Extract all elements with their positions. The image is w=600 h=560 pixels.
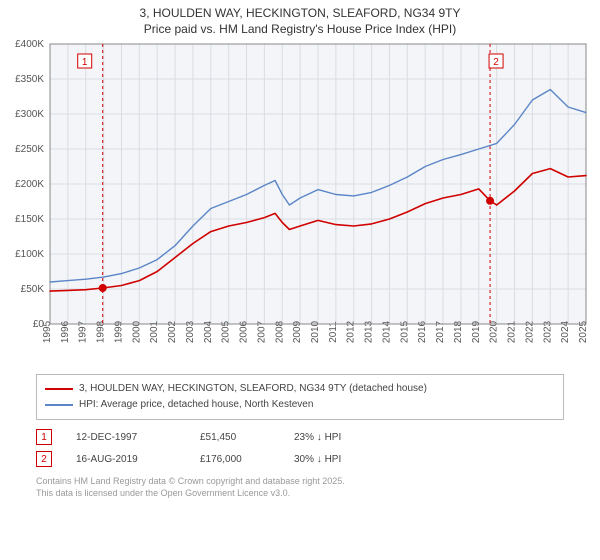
marker-pct: 23% ↓ HPI bbox=[294, 432, 341, 443]
svg-text:£250K: £250K bbox=[15, 144, 44, 155]
marker-row: 2 16-AUG-2019 £176,000 30% ↓ HPI bbox=[36, 448, 564, 470]
markers-table: 1 12-DEC-1997 £51,450 23% ↓ HPI 2 16-AUG… bbox=[36, 426, 564, 470]
legend: 3, HOULDEN WAY, HECKINGTON, SLEAFORD, NG… bbox=[36, 374, 564, 420]
chart-page: 3, HOULDEN WAY, HECKINGTON, SLEAFORD, NG… bbox=[0, 0, 600, 560]
footer-line: This data is licensed under the Open Gov… bbox=[36, 488, 564, 500]
footer-line: Contains HM Land Registry data © Crown c… bbox=[36, 476, 564, 488]
svg-text:£200K: £200K bbox=[15, 179, 44, 190]
marker-date: 12-DEC-1997 bbox=[76, 432, 176, 443]
legend-label: 3, HOULDEN WAY, HECKINGTON, SLEAFORD, NG… bbox=[79, 381, 427, 397]
legend-row: 3, HOULDEN WAY, HECKINGTON, SLEAFORD, NG… bbox=[45, 381, 555, 397]
legend-row: HPI: Average price, detached house, Nort… bbox=[45, 397, 555, 413]
marker-price: £51,450 bbox=[200, 432, 270, 443]
footer-attribution: Contains HM Land Registry data © Crown c… bbox=[36, 476, 564, 499]
price-chart: £0£50K£100K£150K£200K£250K£300K£350K£400… bbox=[0, 36, 600, 366]
marker-price: £176,000 bbox=[200, 454, 270, 465]
legend-swatch bbox=[45, 388, 73, 390]
marker-badge: 1 bbox=[36, 429, 52, 445]
svg-text:1: 1 bbox=[82, 57, 88, 68]
svg-text:£50K: £50K bbox=[21, 284, 45, 295]
chart-title: 3, HOULDEN WAY, HECKINGTON, SLEAFORD, NG… bbox=[0, 6, 600, 20]
svg-text:2: 2 bbox=[493, 57, 499, 68]
chart-subtitle: Price paid vs. HM Land Registry's House … bbox=[0, 22, 600, 36]
svg-text:£150K: £150K bbox=[15, 214, 44, 225]
marker-row: 1 12-DEC-1997 £51,450 23% ↓ HPI bbox=[36, 426, 564, 448]
marker-badge: 2 bbox=[36, 451, 52, 467]
svg-text:£350K: £350K bbox=[15, 74, 44, 85]
legend-label: HPI: Average price, detached house, Nort… bbox=[79, 397, 313, 413]
title-block: 3, HOULDEN WAY, HECKINGTON, SLEAFORD, NG… bbox=[0, 0, 600, 36]
svg-text:£100K: £100K bbox=[15, 249, 44, 260]
svg-text:£300K: £300K bbox=[15, 109, 44, 120]
legend-swatch bbox=[45, 404, 73, 406]
svg-text:£400K: £400K bbox=[15, 39, 44, 50]
marker-pct: 30% ↓ HPI bbox=[294, 454, 341, 465]
marker-date: 16-AUG-2019 bbox=[76, 454, 176, 465]
